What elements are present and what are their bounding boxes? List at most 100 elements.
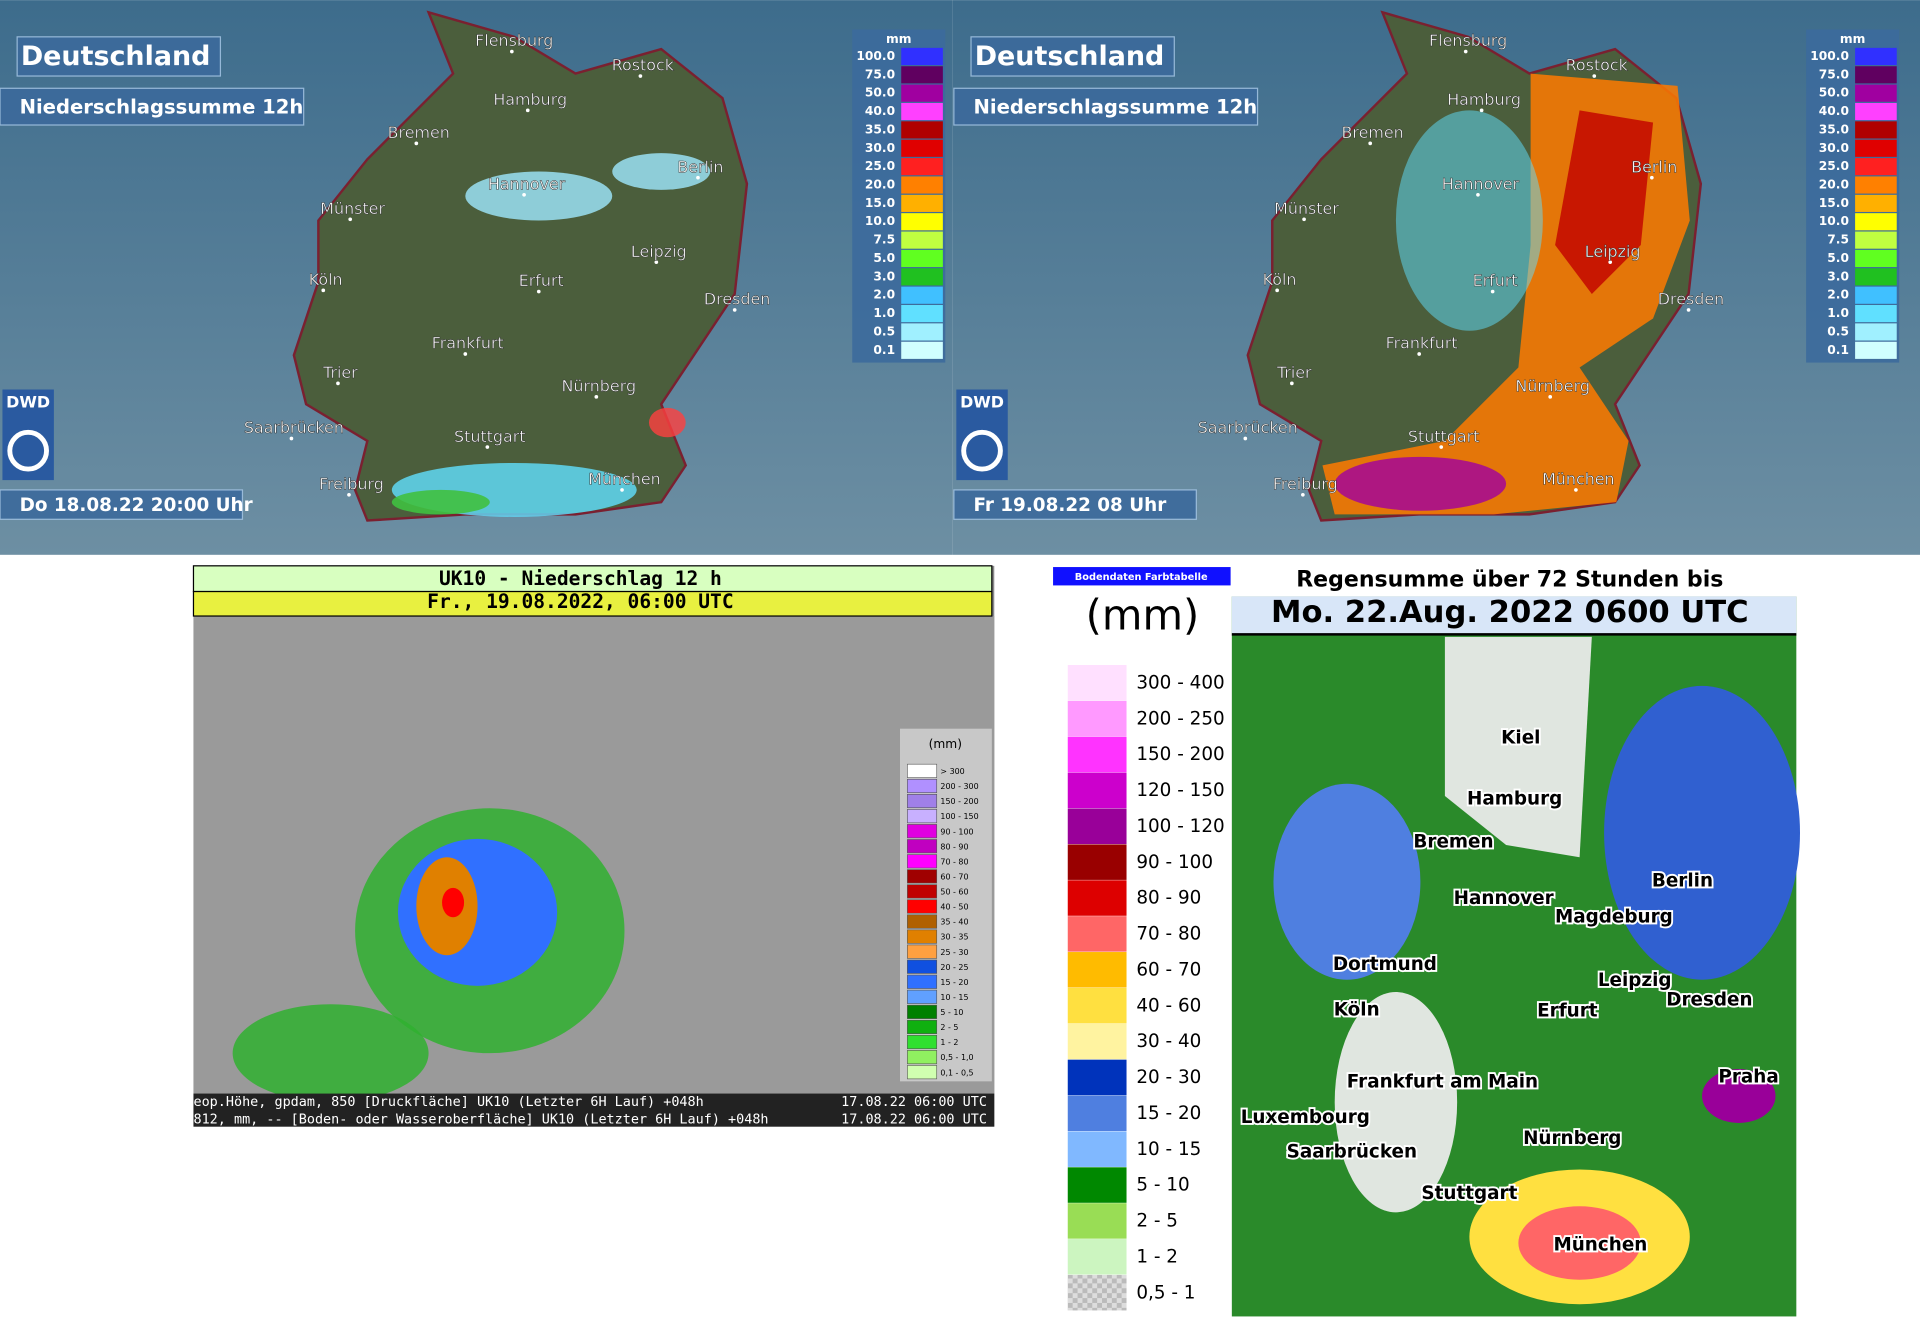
legend-label: 40.0 [865,104,895,118]
legend-label: 3.0 [1827,269,1849,283]
legend-label: 40.0 [1819,104,1849,118]
legend-swatch [1855,176,1897,194]
city-label: München [1542,470,1615,489]
city-dot [1479,108,1484,113]
legend-label: 60 - 70 [1136,959,1201,980]
subtitle-box [192,590,993,617]
city-label: Flensburg [475,31,553,50]
city-label: Luxembourg [1241,1107,1370,1128]
logo-swirl [961,429,1003,472]
legend-swatch [1855,139,1897,157]
city-label: Saarbrücken [1287,1141,1417,1162]
legend-label: 10 - 15 [1136,1139,1201,1160]
city-dot [1608,260,1613,264]
city-label: Freiburg [319,475,384,494]
city-dot [1592,74,1597,78]
legend-label: 200 - 250 [1136,708,1224,729]
city-label: Saarbrücken [244,418,344,437]
legend-swatch [1855,158,1897,176]
city-label: Bremen [388,123,450,142]
legend-swatch [1855,121,1897,139]
legend-swatch [901,121,943,139]
legend-label: 2.0 [873,288,895,302]
legend-swatch [901,139,943,157]
legend-unit: mm [1840,32,1866,46]
legend-swatch [907,854,938,869]
legend-label: 0.5 [1827,324,1849,338]
city-dot [1417,352,1422,356]
footer-text: 812, mm, -- [Boden- oder Wasseroberfläch… [193,1112,768,1127]
legend-label: 100 - 150 [940,812,978,821]
legend-label: 200 - 300 [940,782,978,791]
subtitle: Niederschlagssumme 12h [973,95,1257,118]
legend-swatch [1855,47,1897,66]
legend-label: 30.0 [865,141,895,155]
city-dot [485,445,490,449]
legend-label: 30 - 40 [1136,1031,1201,1052]
city-dot [1463,49,1468,54]
title: Deutschland [21,41,211,72]
city-label: Berlin [1652,871,1713,892]
city-label: Stuttgart [454,427,526,446]
city-label: Rostock [612,56,675,75]
legend-swatch [1855,66,1897,84]
subtitle-box [0,87,305,126]
legend-swatch [907,1004,938,1019]
panel-1-map [0,0,953,555]
legend-label: 7.5 [873,233,895,247]
legend-label: 20 - 30 [1136,1067,1201,1088]
legend-swatch [901,249,943,268]
legend-swatch [901,102,943,121]
city-dot [414,141,419,146]
legend-label: 25 - 30 [940,948,968,957]
city-label: Nürnberg [1523,1128,1621,1149]
legend-swatch [1855,341,1897,359]
legend-swatch [1067,1203,1127,1239]
city-label: Bremen [1342,123,1404,142]
legend-swatch [1855,213,1897,231]
legend-swatch [907,884,938,899]
subtitle: Niederschlagssumme 12h [20,95,304,118]
city-label: Frankfurt [432,334,504,353]
legend-swatch [907,1065,938,1080]
city-dot [1301,492,1305,497]
subtitle: Fr., 19.08.2022, 06:00 UTC [427,590,733,613]
city-label: Kiel [1501,727,1540,748]
logo: DWD [6,392,50,411]
legend-swatch [1855,268,1897,286]
city-label: Dortmund [1333,954,1437,975]
legend-label: 7.5 [1827,233,1849,247]
legend-label: 0,5 - 1,0 [940,1053,973,1062]
legend-label: 15 - 20 [940,978,968,987]
legend-label: 5 - 10 [1136,1175,1189,1196]
legend-swatch [1067,952,1127,988]
city-dot [1368,141,1373,146]
legend-swatch [901,194,943,212]
city-label: Rostock [1566,56,1629,75]
legend-swatch [907,989,938,1004]
legend-label: 2.0 [1827,288,1849,302]
legend-swatch [907,944,938,959]
legend-label: 25.0 [1819,159,1849,173]
city-dot [594,395,599,399]
legend-label: 30.0 [1819,141,1849,155]
legend-label: 20.0 [865,178,895,192]
legend-swatch [1067,880,1127,916]
legend-swatch [1067,1131,1127,1167]
legend-swatch [901,323,943,341]
city-label: München [588,470,661,489]
city-dot [696,175,700,180]
city-dot [1290,381,1294,386]
legend-swatch [907,809,938,824]
city-label: Dresden [1658,290,1724,309]
legend-label: 2 - 5 [940,1023,958,1032]
city-dot [1548,395,1553,399]
city-label: Hannover [1442,175,1520,194]
subtitle: Mo. 22.Aug. 2022 0600 UTC [1271,595,1749,630]
city-label: Magdeburg [1555,906,1673,927]
legend-swatch [901,66,943,84]
legend-swatch [1855,249,1897,268]
legend-label: 50 - 60 [940,888,968,897]
city-dot [347,492,351,497]
